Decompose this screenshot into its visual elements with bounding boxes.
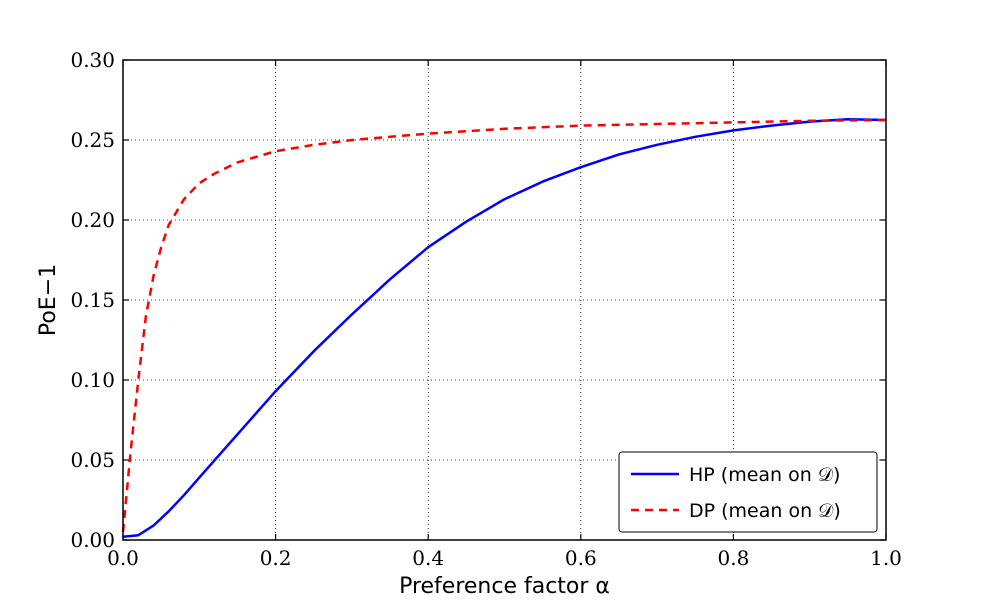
- x-tick-label: 0.8: [717, 546, 749, 570]
- y-tick-label: 0.25: [70, 128, 115, 152]
- y-tick-label: 0.00: [70, 528, 115, 552]
- legend: HP (mean on 𝒟) DP (mean on 𝒟): [618, 451, 878, 533]
- x-tick-label: 0.0: [107, 546, 139, 570]
- axis-ticks: 0.0 0.2 0.4 0.6 0.8 1.0 0.00 0.05 0.10 0.15 0.20 0.…: [70, 48, 901, 570]
- series-lines: [121, 117, 887, 539]
- x-tick-label: 0.4: [412, 546, 444, 570]
- y-tick-label: 0.10: [70, 368, 115, 392]
- x-tick-label: 0.6: [565, 546, 597, 570]
- legend-label-hp: HP (mean on 𝒟): [689, 464, 840, 486]
- legend-box: [618, 451, 878, 533]
- x-tick-label: 0.2: [260, 546, 292, 570]
- y-tick-label: 0.15: [70, 288, 115, 312]
- dp-series-line: [121, 118, 887, 533]
- hp-series-line: [122, 117, 887, 539]
- y-axis-label: PoE−1: [36, 264, 61, 336]
- x-tick-label: 1.0: [870, 546, 902, 570]
- y-tick-label: 0.20: [70, 208, 115, 232]
- y-tick-label: 0.05: [70, 448, 115, 472]
- legend-label-dp: DP (mean on 𝒟): [689, 500, 841, 522]
- x-axis-label: Preference factor α: [399, 574, 610, 599]
- y-tick-label: 0.30: [70, 48, 115, 72]
